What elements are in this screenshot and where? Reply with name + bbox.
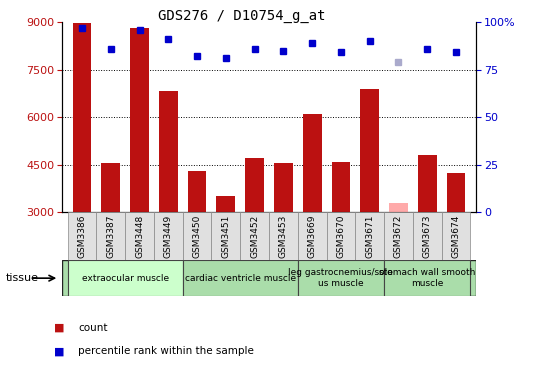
Bar — [240, 212, 269, 260]
Bar — [245, 158, 264, 212]
Text: GSM3674: GSM3674 — [451, 214, 461, 258]
Bar — [216, 197, 235, 212]
Text: GSM3449: GSM3449 — [164, 214, 173, 258]
Bar — [298, 260, 384, 296]
Text: leg gastrocnemius/sole
us muscle: leg gastrocnemius/sole us muscle — [288, 268, 393, 288]
Text: stomach wall smooth
muscle: stomach wall smooth muscle — [379, 268, 476, 288]
Text: tissue: tissue — [5, 273, 38, 283]
Bar — [384, 212, 413, 260]
Bar — [68, 212, 96, 260]
Bar — [73, 23, 91, 212]
Bar — [298, 212, 327, 260]
Text: GSM3448: GSM3448 — [135, 214, 144, 258]
Bar — [327, 212, 355, 260]
Bar — [68, 260, 183, 296]
Bar — [130, 28, 149, 212]
Bar — [447, 173, 465, 212]
Text: ■: ■ — [54, 346, 65, 356]
Text: GSM3453: GSM3453 — [279, 214, 288, 258]
Bar — [125, 212, 154, 260]
Bar — [183, 212, 211, 260]
Bar — [159, 91, 178, 212]
Bar — [188, 171, 207, 212]
Bar — [413, 212, 442, 260]
Bar — [355, 212, 384, 260]
Text: count: count — [78, 322, 108, 333]
Bar — [389, 203, 408, 212]
Bar — [442, 212, 470, 260]
Text: GSM3670: GSM3670 — [336, 214, 345, 258]
Bar — [274, 164, 293, 212]
Bar — [331, 161, 350, 212]
Bar — [360, 89, 379, 212]
Bar — [211, 212, 240, 260]
Text: GSM3387: GSM3387 — [107, 214, 115, 258]
Text: GSM3673: GSM3673 — [423, 214, 431, 258]
Bar — [384, 260, 470, 296]
Text: GSM3451: GSM3451 — [221, 214, 230, 258]
Text: GSM3669: GSM3669 — [308, 214, 317, 258]
Text: GDS276 / D10754_g_at: GDS276 / D10754_g_at — [158, 9, 326, 23]
Text: GSM3671: GSM3671 — [365, 214, 374, 258]
Text: GSM3386: GSM3386 — [77, 214, 87, 258]
Text: GSM3450: GSM3450 — [193, 214, 202, 258]
Text: cardiac ventricle muscle: cardiac ventricle muscle — [185, 274, 296, 283]
Bar — [102, 164, 120, 212]
Bar — [183, 260, 298, 296]
Bar — [96, 212, 125, 260]
Text: GSM3452: GSM3452 — [250, 214, 259, 258]
Bar — [154, 212, 183, 260]
Text: ■: ■ — [54, 322, 65, 333]
Text: extraocular muscle: extraocular muscle — [82, 274, 169, 283]
Bar — [303, 114, 322, 212]
Text: GSM3672: GSM3672 — [394, 214, 403, 258]
Bar — [418, 154, 436, 212]
Text: percentile rank within the sample: percentile rank within the sample — [78, 346, 254, 356]
Bar — [269, 212, 298, 260]
